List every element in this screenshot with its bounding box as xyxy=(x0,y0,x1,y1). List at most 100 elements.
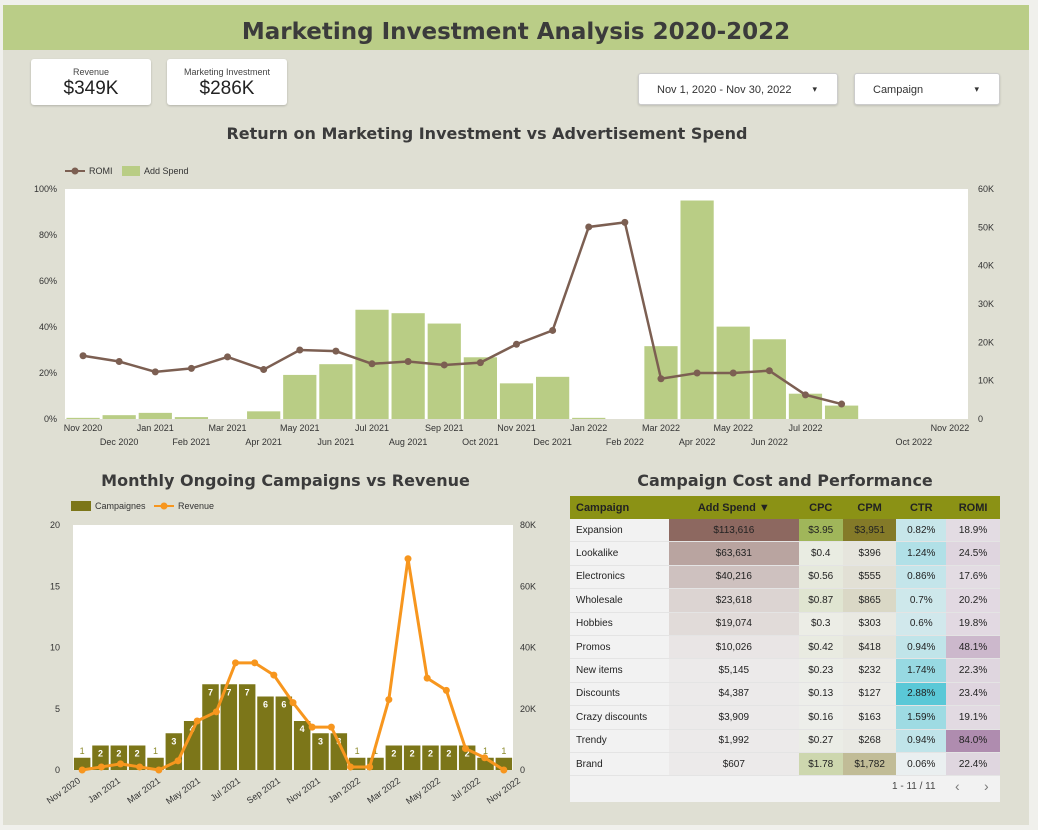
table-cell: $163 xyxy=(842,705,897,730)
x-tick: May 2021 xyxy=(164,775,202,806)
spend-bar xyxy=(499,383,534,419)
revenue-label: Revenue xyxy=(72,67,110,77)
campaign-bar-label: 6 xyxy=(281,700,286,710)
campaign-bar-label: 2 xyxy=(410,749,415,759)
campaign-bar xyxy=(440,745,458,770)
x-tick: Dec 2020 xyxy=(100,437,139,447)
romi-point xyxy=(729,369,737,377)
y-right-tick: 60K xyxy=(978,184,994,194)
x-tick: Aug 2021 xyxy=(389,437,428,447)
spend-bar xyxy=(536,376,570,419)
x-tick: Mar 2021 xyxy=(209,423,247,433)
spend-bar xyxy=(572,417,606,419)
next-page-icon[interactable]: › xyxy=(984,778,989,794)
campaign-bar xyxy=(330,733,348,770)
table-row[interactable]: Wholesale $23,618 $0.87 $865 0.7% 20.2% xyxy=(570,588,1000,613)
y-right-tick: 10K xyxy=(978,376,994,386)
table-cell: $63,631 xyxy=(669,541,799,566)
campaigns-revenue-chart: Campaignes Revenue 0 5 10 15 20 0 20K 40K 60K 80K 1 2… xyxy=(45,501,536,806)
campaign-bar-label: 1 xyxy=(355,746,360,756)
campaign-bar-label: 2 xyxy=(135,749,140,759)
legend-campaigns-label: Campaignes xyxy=(95,501,146,511)
legend-spend-swatch xyxy=(122,166,140,176)
date-range-dropdown[interactable]: Nov 1, 2020 - Nov 30, 2022 ▾ xyxy=(638,73,838,105)
table-cell: 1.59% xyxy=(896,705,947,730)
table-cell: $607 xyxy=(669,752,799,777)
table-cell: Trendy xyxy=(570,729,669,753)
table-row[interactable]: Promos $10,026 $0.42 $418 0.94% 48.1% xyxy=(570,635,1000,660)
legend-romi-marker xyxy=(71,167,79,175)
table-cell: $3,951 xyxy=(842,519,897,543)
x-tick: Apr 2021 xyxy=(245,437,282,447)
campaign-bar xyxy=(183,721,201,770)
column-header-3[interactable]: CPM xyxy=(842,496,897,519)
spend-bar xyxy=(644,346,678,419)
y-right-tick: 50K xyxy=(978,222,994,232)
revenue-point xyxy=(289,699,297,707)
y-right-tick: 40K xyxy=(520,643,536,653)
campaign-dropdown[interactable]: Campaign ▾ xyxy=(854,73,1000,105)
spend-bar xyxy=(138,412,172,419)
romi-point xyxy=(368,360,376,368)
table-body: Expansion $113,616 $3.95 $3,951 0.82% 18.9% Lo… xyxy=(570,519,1000,777)
column-header-5[interactable]: ROMI xyxy=(946,496,1000,519)
y-right-tick: 20K xyxy=(520,704,536,714)
table-cell: $3.95 xyxy=(798,519,843,543)
x-tick: Jun 2021 xyxy=(317,437,354,447)
table-cell: 22.3% xyxy=(946,658,1000,683)
investment-label: Marketing Investment xyxy=(183,67,271,77)
investment-value: $286K xyxy=(199,78,255,99)
table-cell: Discounts xyxy=(570,682,669,707)
table-cell: $268 xyxy=(842,729,897,753)
prev-page-icon[interactable]: ‹ xyxy=(955,778,960,794)
table-cell: 0.06% xyxy=(896,752,947,777)
campaign-bar xyxy=(73,757,91,770)
table-row[interactable]: Electronics $40,216 $0.56 $555 0.86% 17.6% xyxy=(570,565,1000,590)
table-cell: 22.4% xyxy=(946,752,1000,777)
table-cell: $0.87 xyxy=(798,588,843,613)
campaign-filter-text: Campaign xyxy=(873,84,924,96)
table-cell: Crazy discounts xyxy=(570,705,669,730)
legend-revenue-marker xyxy=(160,502,168,510)
plot-area xyxy=(73,525,513,770)
x-tick: Jul 2021 xyxy=(209,775,243,803)
table-title: Campaign Cost and Performance xyxy=(637,471,933,490)
revenue-point xyxy=(193,717,201,725)
table-cell: 23.4% xyxy=(946,682,1000,707)
romi-point xyxy=(476,359,484,367)
table-cell: 24.5% xyxy=(946,541,1000,566)
column-header-4[interactable]: CTR xyxy=(896,496,947,519)
x-tick: Nov 2021 xyxy=(285,775,322,805)
table-row[interactable]: Hobbies $19,074 $0.3 $303 0.6% 19.8% xyxy=(570,612,1000,636)
campaign-table: Campaign Add Spend ▼ CPC CPM CTR ROMI Expansi… xyxy=(570,496,1000,802)
table-cell: $113,616 xyxy=(669,519,799,543)
table-cell: $396 xyxy=(842,541,897,566)
table-row[interactable]: Lookalike $63,631 $0.4 $396 1.24% 24.5% xyxy=(570,541,1000,566)
revenue-point xyxy=(462,745,469,753)
revenue-point xyxy=(232,659,239,667)
x-tick: Feb 2022 xyxy=(606,437,644,447)
y-left-tick: 60% xyxy=(39,276,57,286)
pagination-text: 1 - 11 / 11 xyxy=(892,781,936,792)
table-row[interactable]: Discounts $4,387 $0.13 $127 2.88% 23.4% xyxy=(570,682,1000,707)
x-tick: Jan 2022 xyxy=(326,775,362,804)
column-header-1[interactable]: Add Spend ▼ xyxy=(669,496,799,519)
y-left-tick: 20 xyxy=(50,520,60,530)
romi-point xyxy=(549,326,557,334)
table-row[interactable]: Crazy discounts $3,909 $0.16 $163 1.59% 19.1% xyxy=(570,705,1000,730)
revenue-point xyxy=(117,760,124,768)
y-right-tick: 40K xyxy=(978,261,994,271)
table-pagination: 1 - 11 / 11 ‹ › xyxy=(570,776,1000,800)
column-header-0[interactable]: Campaign xyxy=(570,496,669,519)
y-left-tick: 40% xyxy=(39,322,57,332)
table-row[interactable]: Brand $607 $1.78 $1,782 0.06% 22.4% xyxy=(570,752,1000,777)
table-row[interactable]: Expansion $113,616 $3.95 $3,951 0.82% 18.9% xyxy=(570,519,1000,543)
table-row[interactable]: New items $5,145 $0.23 $232 1.74% 22.3% xyxy=(570,658,1000,683)
revenue-point xyxy=(481,754,489,762)
dashboard: Marketing Investment Analysis 2020-2022 … xyxy=(3,5,1029,825)
table-cell: 1.74% xyxy=(896,658,947,683)
romi-point xyxy=(585,223,593,231)
x-tick: May 2022 xyxy=(404,775,442,806)
column-header-2[interactable]: CPC xyxy=(798,496,843,519)
table-row[interactable]: Trendy $1,992 $0.27 $268 0.94% 84.0% xyxy=(570,729,1000,753)
